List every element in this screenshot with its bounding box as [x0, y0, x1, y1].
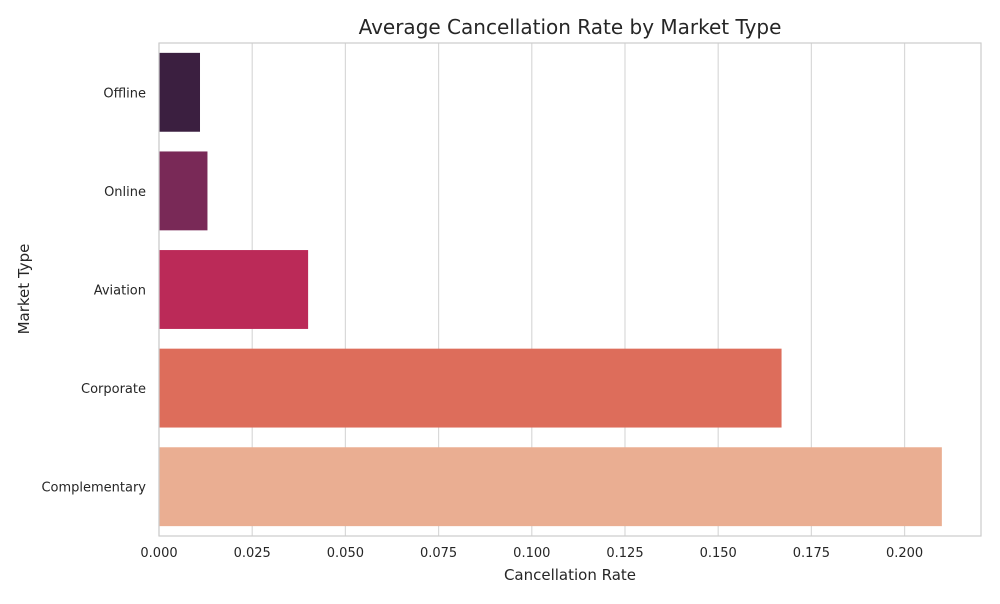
- bar-layer: [159, 52, 942, 527]
- y-tick-label: Corporate: [81, 382, 146, 397]
- y-tick-label: Online: [104, 185, 146, 200]
- x-axis-label: Cancellation Rate: [504, 566, 636, 584]
- x-tick-label: 0.150: [700, 546, 737, 561]
- x-tick-label: 0.050: [327, 546, 364, 561]
- bar-complementary: [159, 447, 942, 527]
- bar-aviation: [159, 250, 309, 329]
- x-tick-label: 0.200: [886, 546, 923, 561]
- y-tick-label: Offline: [103, 86, 146, 101]
- x-tick-label: 0.000: [140, 546, 177, 561]
- x-tick-label: 0.025: [234, 546, 271, 561]
- x-tick-label: 0.125: [606, 546, 643, 561]
- bar-online: [159, 151, 208, 231]
- tick-layer: 0.000 0.025 0.050 0.075 0.100 0.125 0.150 0.175…: [41, 86, 923, 561]
- x-tick-label: 0.100: [513, 546, 550, 561]
- y-axis-label: Market Type: [15, 244, 33, 335]
- bar-corporate: [159, 348, 782, 428]
- y-tick-label: Aviation: [94, 284, 146, 299]
- plot-frame: [158, 42, 982, 537]
- x-tick-label: 0.175: [793, 546, 830, 561]
- x-tick-label: 0.075: [420, 546, 457, 561]
- chart-title: Average Cancellation Rate by Market Type: [359, 15, 782, 39]
- y-tick-label: Complementary: [41, 481, 146, 496]
- bar-offline: [159, 52, 201, 132]
- grid-layer: [158, 43, 906, 536]
